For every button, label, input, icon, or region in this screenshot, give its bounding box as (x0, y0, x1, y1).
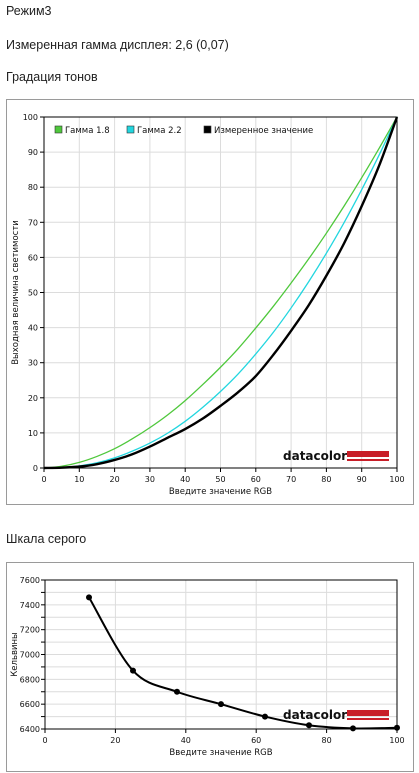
legend-swatch (126, 125, 135, 134)
x-tick-label: 20 (110, 736, 120, 745)
series-line (43, 116, 398, 469)
x-tick-label: 60 (251, 736, 261, 745)
y-tick-label: 7600 (20, 576, 40, 585)
grayscale-heading: Шкала серого (6, 532, 87, 546)
legend-label: Гамма 1.8 (65, 126, 110, 136)
tone-gradation-heading: Градация тонов (6, 70, 98, 84)
y-tick-label: 30 (28, 359, 38, 368)
legend-swatch (203, 125, 212, 134)
x-tick-label: 40 (181, 736, 191, 745)
y-tick-label: 7200 (20, 626, 40, 635)
datacolor-logo-bar-underline (347, 459, 389, 461)
grayscale-chart-panel: 0 20 40 60 80 100 6400 6600 6800 7000 7200 7400 7600… (6, 562, 414, 772)
y-tick-label: 60 (28, 253, 38, 262)
datacolor-logo-bar (347, 710, 389, 716)
x-tick-label: 40 (180, 475, 190, 484)
y-tick-label: 50 (28, 289, 38, 298)
y-tick-label: 80 (28, 183, 38, 192)
x-tick-label: 0 (42, 736, 47, 745)
legend-swatch (54, 125, 63, 134)
x-tick-label: 70 (286, 475, 296, 484)
data-point (174, 688, 180, 695)
x-axis-label: Введите значение RGB (169, 487, 272, 497)
data-point (306, 722, 312, 729)
x-tick-label: 90 (357, 475, 367, 484)
x-tick-label: 60 (251, 475, 261, 484)
x-tick-label: 80 (322, 736, 332, 745)
y-tick-label: 70 (28, 218, 38, 227)
y-tick-label: 7400 (20, 601, 40, 610)
x-tick-label: 0 (41, 475, 46, 484)
data-point (130, 667, 136, 674)
plot-frame (44, 579, 398, 730)
datacolor-logo-bar-underline (347, 718, 389, 720)
series-line (43, 116, 399, 470)
x-tick-label: 30 (145, 475, 155, 484)
x-tick-label: 80 (321, 475, 331, 484)
datacolor-logo-bar (347, 451, 389, 457)
series-line (43, 116, 398, 469)
y-tick-label: 6800 (20, 675, 40, 684)
y-tick-label: 20 (28, 394, 38, 403)
measured-gamma-text: Измеренная гамма дисплея: 2,6 (0,07) (6, 38, 229, 52)
x-tick-label: 50 (215, 475, 225, 484)
y-tick-label: 40 (28, 324, 38, 333)
x-axis-label: Введите значение RGB (169, 748, 272, 758)
x-tick-label: 10 (74, 475, 84, 484)
data-point (86, 594, 92, 601)
legend-label: Измеренное значение (214, 126, 313, 136)
mode-title: Режим3 (6, 4, 52, 18)
plot-frame (43, 116, 398, 469)
grayscale-chart: 0 20 40 60 80 100 6400 6600 6800 7000 7200 7400 7600… (10, 576, 405, 758)
data-point (394, 724, 400, 731)
tone-chart-panel: 0 10 20 30 40 50 60 70 80 90 100 0 10 20 30 40 50 60 70 80 9… (6, 99, 414, 505)
y-axis-label: Кельвины (10, 632, 20, 677)
y-tick-label: 90 (28, 148, 38, 157)
datacolor-logo: datacolor (283, 708, 347, 722)
x-tick-label: 100 (389, 736, 404, 745)
x-tick-label: 100 (389, 475, 404, 484)
y-tick-label: 100 (23, 113, 38, 122)
y-tick-label: 7000 (20, 651, 40, 660)
datacolor-logo: datacolor (283, 449, 347, 463)
data-point (350, 725, 356, 732)
y-tick-label: 10 (28, 429, 38, 438)
tone-gradation-chart: 0 10 20 30 40 50 60 70 80 90 100 0 10 20 30 40 50 60 70 80 9… (11, 113, 405, 497)
y-tick-label: 0 (33, 464, 38, 473)
y-axis-label: Выходная величина светимости (11, 220, 21, 365)
data-point (218, 701, 224, 708)
y-tick-label: 6600 (20, 700, 40, 709)
legend-label: Гамма 2.2 (137, 126, 182, 136)
y-tick-label: 6400 (20, 725, 40, 734)
data-point (262, 713, 268, 720)
x-tick-label: 20 (110, 475, 120, 484)
